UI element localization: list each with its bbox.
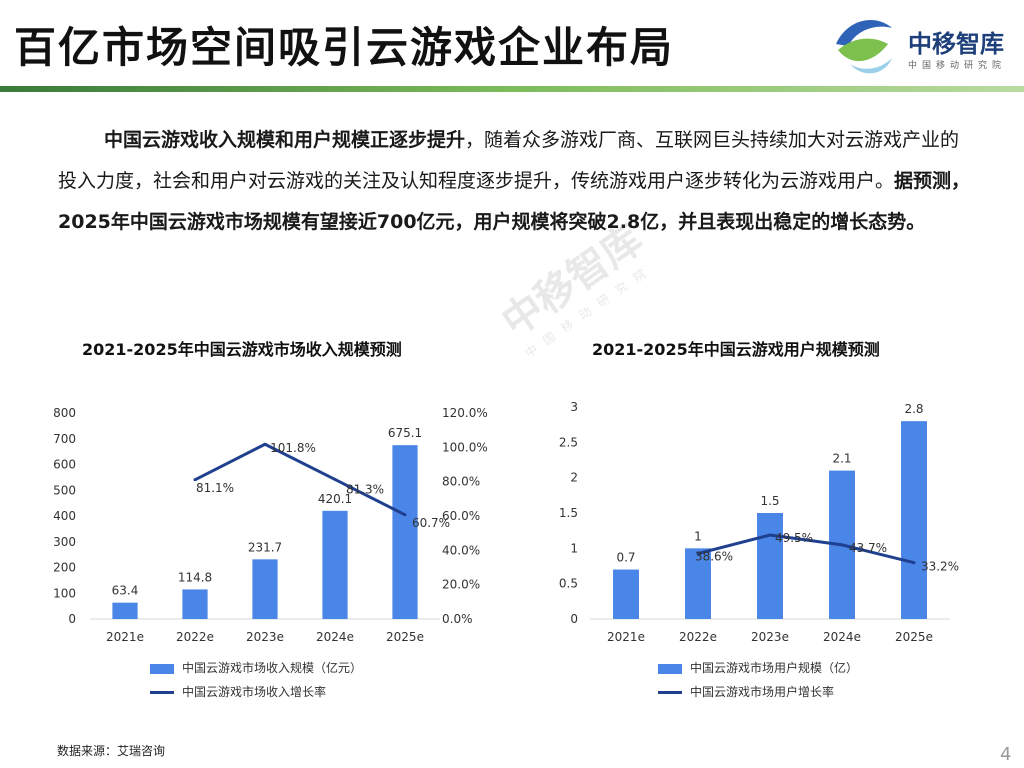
growth-data-label: 81.1% [196,481,234,495]
intro-highlight-2: 据预测， 2025年中国云游戏市场规模有望接近700亿元，用户规模将突破2.8亿… [58,170,971,233]
y2-tick-label: 20.0% [442,578,480,592]
growth-line [697,533,915,565]
bar [901,421,927,619]
y-tick-label: 3 [570,400,578,414]
y-tick-label: 600 [53,458,76,472]
y-tick-label: 800 [53,406,76,420]
bar [392,445,418,619]
y-tick-label: 300 [53,535,76,549]
y-tick-label: 0 [570,612,578,626]
y-tick-label: 400 [53,509,76,523]
growth-point [696,552,700,556]
growth-data-label: 43.7% [849,541,887,555]
bar [252,559,278,619]
legend-label: 中国云游戏市场用户增长率 [690,685,835,699]
growth-point [768,533,772,537]
bar-data-label: 0.7 [616,551,635,565]
y-tick-label: 100 [53,586,76,600]
bar [757,513,783,619]
legend-label: 中国云游戏市场收入规模（亿元） [182,661,363,675]
bar-data-label: 2.8 [904,402,923,416]
x-tick-label: 2023e [751,630,789,644]
logo: 中移智库 中国移动研究院 [828,10,1018,80]
growth-point [912,561,916,565]
legend-item-users-bar: 中国云游戏市场用户规模（亿） [658,656,858,680]
growth-data-label: 81.3% [346,482,384,496]
logo-subtitle: 中国移动研究院 [908,61,1007,71]
y2-tick-label: 120.0% [442,406,488,420]
y2-tick-label: 60.0% [442,509,480,523]
bar-data-label: 675.1 [388,426,422,440]
legend-label: 中国云游戏市场用户规模（亿） [690,661,859,675]
bar-data-label: 1.5 [760,494,779,508]
growth-point [263,442,267,446]
intro-paragraph: 中国云游戏收入规模和用户规模正逐步提升，随着众多游戏厂商、互联网巨头持续加大对云… [58,120,978,243]
bar-data-label: 420.1 [318,492,352,506]
y-tick-label: 0.5 [559,577,578,591]
y2-tick-label: 100.0% [442,440,488,454]
growth-point [403,513,407,517]
growth-data-label: 33.2% [921,560,959,574]
users-chart-title: 2021-2025年中国云游戏用户规模预测 [592,340,880,359]
y-tick-label: 200 [53,561,76,575]
users-chart-legend: 中国云游戏市场用户规模（亿） 中国云游戏市场用户增长率 [658,656,858,704]
growth-point [840,543,844,547]
legend-label: 中国云游戏市场收入增长率 [182,685,327,699]
bar [182,589,208,619]
x-tick-label: 2024e [316,630,354,644]
y-tick-label: 500 [53,483,76,497]
y-tick-label: 1.5 [559,506,578,520]
bar-data-label: 114.8 [178,570,212,584]
bar-data-label: 2.1 [832,452,851,466]
growth-data-label: 49.5% [775,531,813,545]
x-tick-label: 2021e [106,630,144,644]
data-source: 数据来源：艾瑞咨询 [57,744,166,758]
bar-data-label: 1 [694,529,702,543]
page-number: 4 [1000,744,1012,765]
x-tick-label: 2024e [823,630,861,644]
intro-text: ，随着众多游戏厂商、互联网巨头持续加大对云游戏产业的投入力度，社会和用户对云游戏… [58,129,960,192]
y-tick-label: 2.5 [559,435,578,449]
page-title: 百亿市场空间吸引云游戏企业布局 [14,23,675,72]
growth-data-label: 101.8% [270,441,316,455]
logo-mark-icon [836,20,892,74]
x-tick-label: 2022e [679,630,717,644]
logo-name: 中移智库 [908,30,1004,58]
growth-line [194,442,406,517]
y2-tick-label: 40.0% [442,543,480,557]
y-tick-label: 1 [570,541,578,555]
y-tick-label: 2 [570,471,578,485]
y-tick-label: 0 [68,612,76,626]
growth-data-label: 60.7% [412,516,450,530]
bar [112,602,138,619]
x-tick-label: 2025e [386,630,424,644]
legend-item-revenue-bar: 中国云游戏市场收入规模（亿元） [150,656,362,680]
intro-highlight-1: 中国云游戏收入规模和用户规模正逐步提升 [104,129,466,151]
header-divider [0,86,1024,92]
y-tick-label: 700 [53,432,76,446]
x-tick-label: 2021e [607,630,645,644]
revenue-chart: 0 100 200 300 400 500 600 700 800 0.0% 20.0% 40.0% 6… [53,406,488,644]
y2-tick-label: 0.0% [442,612,473,626]
bar [613,569,639,619]
y2-tick-label: 80.0% [442,475,480,489]
x-tick-label: 2022e [176,630,214,644]
revenue-chart-legend: 中国云游戏市场收入规模（亿元） 中国云游戏市场收入增长率 [150,656,362,704]
legend-item-users-growth: 中国云游戏市场用户增长率 [658,680,858,704]
bar [685,548,711,619]
bar [322,510,348,619]
x-tick-label: 2025e [895,630,933,644]
users-chart: 0 0.5 1 1.5 2 2.5 3 0.7 2021e 1 2022e 1.5 2023e 2.1 20… [559,400,959,644]
growth-point [333,477,337,481]
x-tick-label: 2023e [246,630,284,644]
bar-data-label: 63.4 [112,584,139,598]
legend-item-revenue-growth: 中国云游戏市场收入增长率 [150,680,362,704]
bar-data-label: 231.7 [248,540,282,554]
growth-point [193,478,197,482]
revenue-chart-title: 2021-2025年中国云游戏市场收入规模预测 [82,340,402,359]
growth-data-label: 38.6% [695,550,733,564]
